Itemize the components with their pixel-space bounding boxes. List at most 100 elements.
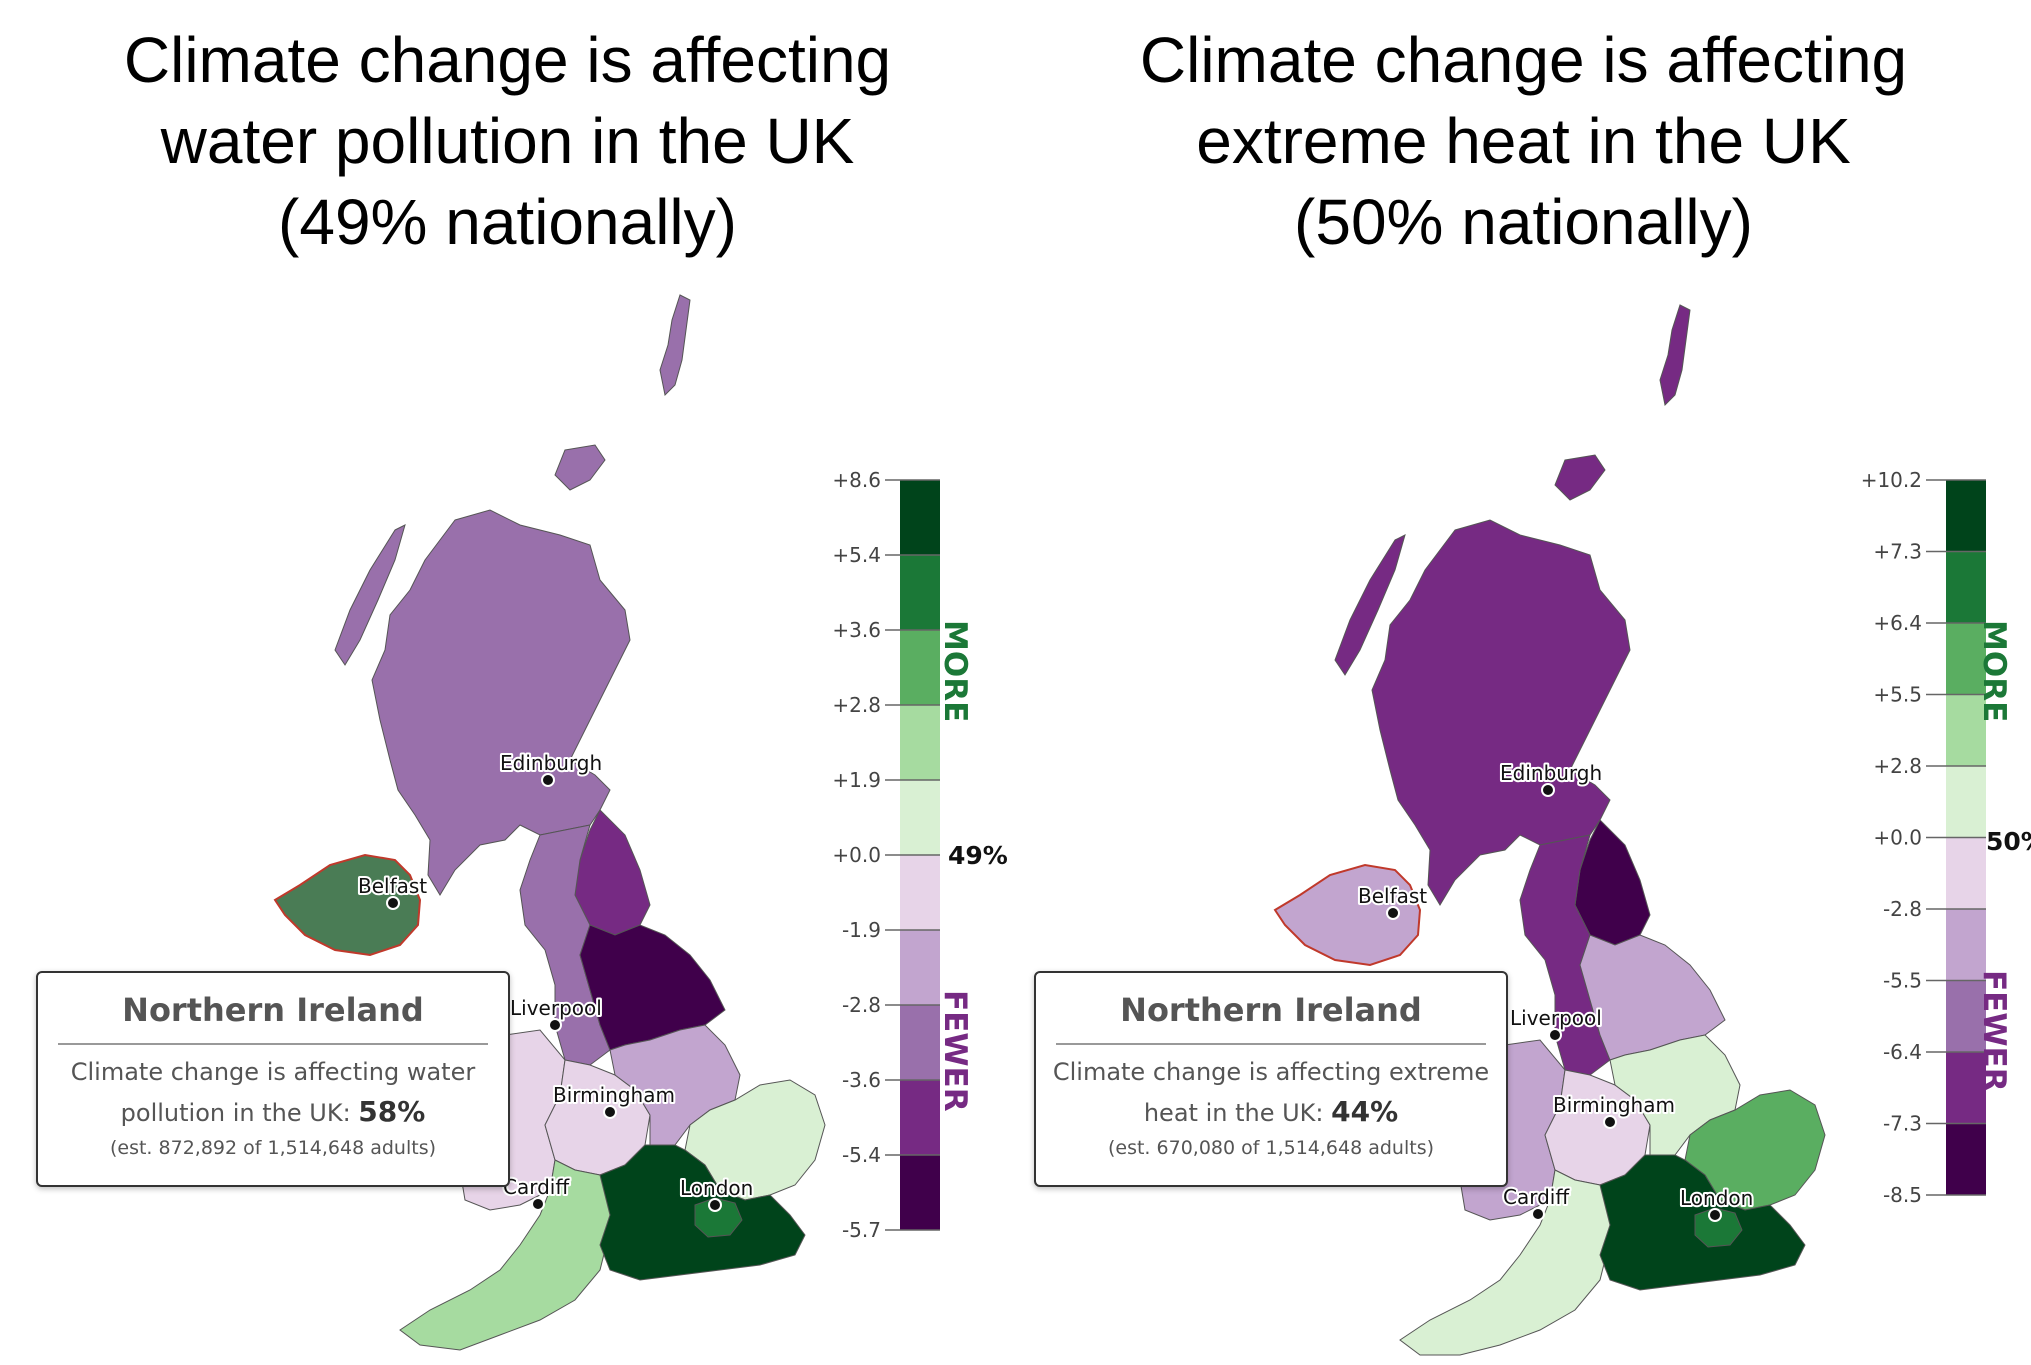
region-london[interactable] bbox=[1694, 1207, 1743, 1248]
tooltip-value: 44% bbox=[1331, 1095, 1399, 1128]
city-dot bbox=[1548, 1028, 1562, 1042]
legend-tick-label: -2.8 bbox=[1883, 897, 1922, 921]
legend-band bbox=[900, 555, 940, 630]
region-scotland-islands[interactable] bbox=[1659, 304, 1691, 407]
city-dot bbox=[1531, 1207, 1545, 1221]
city-liverpool: Liverpool bbox=[508, 994, 604, 1032]
tooltip-title: Northern Ireland bbox=[58, 991, 488, 1045]
city-dot bbox=[1708, 1208, 1722, 1222]
city-label-belfast: Belfast bbox=[358, 874, 427, 898]
legend-band bbox=[900, 630, 940, 705]
legend-band bbox=[900, 705, 940, 780]
city-dot bbox=[1386, 906, 1400, 920]
legend-tick-label: -6.4 bbox=[1883, 1040, 1922, 1064]
title-line-2: extreme heat in the UK bbox=[1196, 105, 1851, 177]
city-label-cardiff: Cardiff bbox=[503, 1175, 570, 1199]
region-tooltip: Northern Ireland Climate change is affec… bbox=[1034, 971, 1508, 1187]
map-title: Climate change is affecting extreme heat… bbox=[1016, 20, 2031, 263]
region-scotland-orkney[interactable] bbox=[1554, 454, 1606, 501]
city-label-birmingham: Birmingham bbox=[1553, 1093, 1675, 1117]
city-london: London bbox=[678, 1174, 755, 1212]
legend-tick-label: -2.8 bbox=[842, 993, 881, 1017]
city-dot bbox=[708, 1198, 722, 1212]
region-northern-ireland[interactable] bbox=[273, 853, 422, 957]
legend-band bbox=[900, 855, 940, 930]
region-scotland[interactable] bbox=[1371, 519, 1631, 906]
legend-tick-label: -5.5 bbox=[1883, 969, 1922, 993]
legend-tick-label: -5.4 bbox=[842, 1143, 881, 1167]
legend-tick-label: +8.6 bbox=[832, 468, 881, 492]
region-london[interactable] bbox=[694, 1197, 743, 1238]
legend-tick-label: +5.5 bbox=[1873, 683, 1922, 707]
map-panel-water-pollution: Climate change is affecting water pollut… bbox=[0, 0, 1015, 1365]
region-scotland-orkney[interactable] bbox=[554, 444, 606, 491]
legend-tick-label: -5.7 bbox=[842, 1218, 881, 1242]
city-birmingham: Birmingham bbox=[1551, 1091, 1677, 1129]
legend-tick-label: +0.0 bbox=[832, 843, 881, 867]
legend-tick-label: +10.2 bbox=[1861, 468, 1922, 492]
tooltip-text: Climate change is affecting extreme heat… bbox=[1050, 1053, 1492, 1133]
region-northern-ireland[interactable] bbox=[1273, 863, 1422, 967]
legend-band bbox=[1946, 551, 1986, 623]
legend-tick-label: +2.8 bbox=[832, 693, 881, 717]
tooltip-description: Climate change is affecting water pollut… bbox=[70, 1058, 476, 1127]
city-label-london: London bbox=[680, 1176, 753, 1200]
city-label-london: London bbox=[1680, 1186, 1753, 1210]
legend-tick-label: -3.6 bbox=[842, 1068, 881, 1092]
region-scotland[interactable] bbox=[371, 509, 631, 896]
region-scotland-islands[interactable] bbox=[659, 294, 691, 397]
legend-band bbox=[1946, 837, 1986, 909]
city-label-edinburgh: Edinburgh bbox=[500, 751, 602, 775]
city-label-belfast: Belfast bbox=[1358, 884, 1427, 908]
legend-tick-label: +5.4 bbox=[832, 543, 881, 567]
city-london: London bbox=[1678, 1184, 1755, 1222]
city-belfast: Belfast bbox=[356, 872, 429, 910]
legend-fewer-label: FEWER bbox=[937, 990, 973, 1112]
title-line-2: water pollution in the UK bbox=[160, 105, 855, 177]
legend-tick-label: -8.5 bbox=[1883, 1183, 1922, 1207]
tooltip-title: Northern Ireland bbox=[1056, 991, 1486, 1045]
city-dot bbox=[548, 1018, 562, 1032]
city-cardiff: Cardiff bbox=[501, 1173, 572, 1211]
legend-tick-label: +3.6 bbox=[832, 618, 881, 642]
map-panel-extreme-heat: Climate change is affecting extreme heat… bbox=[1016, 0, 2031, 1365]
legend-band bbox=[900, 1005, 940, 1080]
region-scotland-hebrides[interactable] bbox=[1334, 534, 1406, 676]
city-label-cardiff: Cardiff bbox=[1503, 1185, 1570, 1209]
legend-tick-label: +1.9 bbox=[832, 768, 881, 792]
region-scotland-hebrides[interactable] bbox=[334, 524, 406, 666]
city-edinburgh: Edinburgh bbox=[498, 749, 604, 787]
city-label-liverpool: Liverpool bbox=[1510, 1006, 1602, 1030]
legend-band bbox=[900, 1155, 940, 1230]
title-line-3: (49% nationally) bbox=[278, 186, 737, 258]
city-edinburgh: Edinburgh bbox=[1498, 759, 1604, 797]
color-legend: +8.6 +5.4 +3.6 +2.8 +1.9 +0.0 -1.9 -2.8 -3.6 -5.4… bbox=[832, 468, 1007, 1242]
title-line-3: (50% nationally) bbox=[1294, 186, 1753, 258]
legend-tick-label: +0.0 bbox=[1873, 826, 1922, 850]
legend-color-bands bbox=[1946, 480, 1986, 1195]
legend-color-bands bbox=[900, 480, 940, 1230]
city-label-liverpool: Liverpool bbox=[510, 996, 602, 1020]
national-average-label: 50% bbox=[1986, 827, 2031, 856]
tooltip-estimate: (est. 670,080 of 1,514,648 adults) bbox=[1107, 1137, 1434, 1159]
legend-band bbox=[1946, 1123, 1986, 1195]
city-label-birmingham: Birmingham bbox=[553, 1083, 675, 1107]
legend-tick-label: +7.3 bbox=[1873, 540, 1922, 564]
tooltip-description: Climate change is affecting extreme heat… bbox=[1052, 1058, 1490, 1127]
city-label-edinburgh: Edinburgh bbox=[1500, 761, 1602, 785]
national-average-label: 49% bbox=[948, 841, 1008, 870]
city-liverpool: Liverpool bbox=[1508, 1004, 1604, 1042]
city-dot bbox=[603, 1105, 617, 1119]
region-tooltip: Northern Ireland Climate change is affec… bbox=[36, 971, 510, 1187]
title-line-1: Climate change is affecting bbox=[1139, 24, 1908, 96]
legend-band bbox=[1946, 766, 1986, 838]
city-dot bbox=[1541, 783, 1555, 797]
tooltip-value: 58% bbox=[358, 1095, 426, 1128]
city-birmingham: Birmingham bbox=[551, 1081, 677, 1119]
color-legend: +10.2 +7.3 +6.4 +5.5 +2.8 +0.0 -2.8 -5.5 -6.4 -7.… bbox=[1861, 468, 2031, 1207]
legend-band bbox=[900, 930, 940, 1005]
legend-band bbox=[1946, 980, 1986, 1052]
city-cardiff: Cardiff bbox=[1501, 1183, 1572, 1221]
city-belfast: Belfast bbox=[1356, 882, 1429, 920]
legend-tick-label: +6.4 bbox=[1873, 611, 1922, 635]
